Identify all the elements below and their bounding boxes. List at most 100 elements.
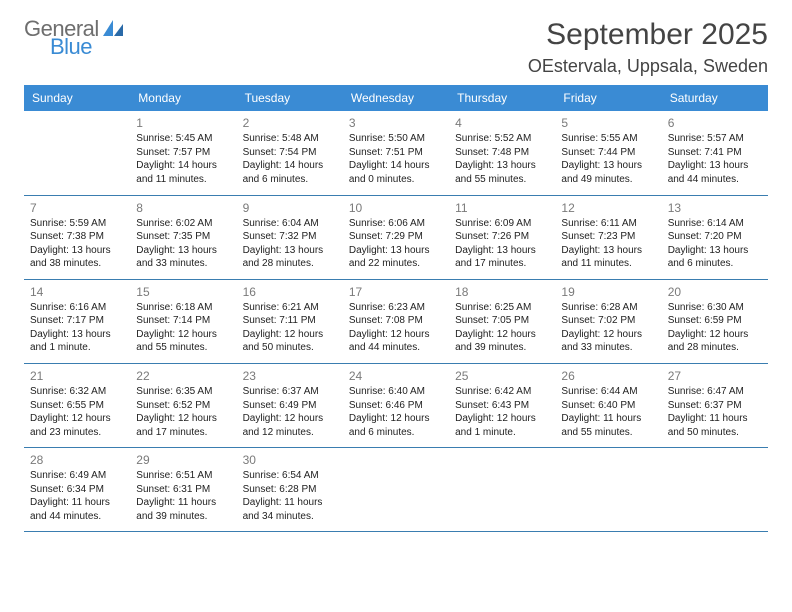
daylight-line: Daylight: 12 hours and 50 minutes. xyxy=(243,328,337,355)
daylight-line: Daylight: 12 hours and 33 minutes. xyxy=(561,328,655,355)
day-number: 8 xyxy=(136,200,230,216)
sunset-line: Sunset: 7:17 PM xyxy=(30,314,124,328)
sunset-line: Sunset: 6:59 PM xyxy=(668,314,762,328)
sunset-line: Sunset: 6:31 PM xyxy=(136,483,230,497)
calendar-empty-cell xyxy=(555,448,661,532)
month-title: September 2025 xyxy=(528,18,768,52)
calendar-week-row: 14Sunrise: 6:16 AMSunset: 7:17 PMDayligh… xyxy=(24,279,768,363)
sunrise-line: Sunrise: 6:49 AM xyxy=(30,469,124,483)
calendar-day-cell: 29Sunrise: 6:51 AMSunset: 6:31 PMDayligh… xyxy=(130,448,236,532)
day-number: 3 xyxy=(349,115,443,131)
dow-header: Friday xyxy=(555,85,661,111)
calendar-day-cell: 3Sunrise: 5:50 AMSunset: 7:51 PMDaylight… xyxy=(343,111,449,195)
daylight-line: Daylight: 12 hours and 12 minutes. xyxy=(243,412,337,439)
day-number: 6 xyxy=(668,115,762,131)
location-subtitle: OEstervala, Uppsala, Sweden xyxy=(528,56,768,77)
calendar-day-cell: 12Sunrise: 6:11 AMSunset: 7:23 PMDayligh… xyxy=(555,195,661,279)
sunset-line: Sunset: 6:46 PM xyxy=(349,399,443,413)
sunrise-line: Sunrise: 6:28 AM xyxy=(561,301,655,315)
daylight-line: Daylight: 12 hours and 39 minutes. xyxy=(455,328,549,355)
daylight-line: Daylight: 11 hours and 44 minutes. xyxy=(30,496,124,523)
day-number: 9 xyxy=(243,200,337,216)
day-number: 21 xyxy=(30,368,124,384)
sunrise-line: Sunrise: 5:48 AM xyxy=(243,132,337,146)
sunset-line: Sunset: 7:11 PM xyxy=(243,314,337,328)
sunset-line: Sunset: 6:55 PM xyxy=(30,399,124,413)
day-number: 29 xyxy=(136,452,230,468)
sunset-line: Sunset: 7:29 PM xyxy=(349,230,443,244)
calendar-empty-cell xyxy=(449,448,555,532)
calendar-week-row: 1Sunrise: 5:45 AMSunset: 7:57 PMDaylight… xyxy=(24,111,768,195)
calendar-day-cell: 6Sunrise: 5:57 AMSunset: 7:41 PMDaylight… xyxy=(662,111,768,195)
daylight-line: Daylight: 13 hours and 38 minutes. xyxy=(30,244,124,271)
calendar-header-row: SundayMondayTuesdayWednesdayThursdayFrid… xyxy=(24,85,768,111)
calendar-day-cell: 13Sunrise: 6:14 AMSunset: 7:20 PMDayligh… xyxy=(662,195,768,279)
daylight-line: Daylight: 12 hours and 28 minutes. xyxy=(668,328,762,355)
sunrise-line: Sunrise: 6:44 AM xyxy=(561,385,655,399)
calendar-day-cell: 11Sunrise: 6:09 AMSunset: 7:26 PMDayligh… xyxy=(449,195,555,279)
dow-header: Monday xyxy=(130,85,236,111)
sunset-line: Sunset: 7:14 PM xyxy=(136,314,230,328)
daylight-line: Daylight: 14 hours and 0 minutes. xyxy=(349,159,443,186)
sunrise-line: Sunrise: 6:54 AM xyxy=(243,469,337,483)
calendar-page: General Blue September 2025 OEstervala, … xyxy=(0,0,792,542)
calendar-day-cell: 1Sunrise: 5:45 AMSunset: 7:57 PMDaylight… xyxy=(130,111,236,195)
dow-header: Tuesday xyxy=(237,85,343,111)
daylight-line: Daylight: 13 hours and 1 minute. xyxy=(30,328,124,355)
sunset-line: Sunset: 7:57 PM xyxy=(136,146,230,160)
daylight-line: Daylight: 14 hours and 6 minutes. xyxy=(243,159,337,186)
day-number: 1 xyxy=(136,115,230,131)
calendar-day-cell: 4Sunrise: 5:52 AMSunset: 7:48 PMDaylight… xyxy=(449,111,555,195)
sunrise-line: Sunrise: 6:14 AM xyxy=(668,217,762,231)
sunset-line: Sunset: 7:05 PM xyxy=(455,314,549,328)
daylight-line: Daylight: 13 hours and 17 minutes. xyxy=(455,244,549,271)
calendar-day-cell: 14Sunrise: 6:16 AMSunset: 7:17 PMDayligh… xyxy=(24,279,130,363)
calendar-day-cell: 25Sunrise: 6:42 AMSunset: 6:43 PMDayligh… xyxy=(449,363,555,447)
calendar-day-cell: 10Sunrise: 6:06 AMSunset: 7:29 PMDayligh… xyxy=(343,195,449,279)
sunset-line: Sunset: 6:34 PM xyxy=(30,483,124,497)
logo-word-2: Blue xyxy=(50,36,123,58)
day-number: 4 xyxy=(455,115,549,131)
sunset-line: Sunset: 7:51 PM xyxy=(349,146,443,160)
calendar-day-cell: 28Sunrise: 6:49 AMSunset: 6:34 PMDayligh… xyxy=(24,448,130,532)
day-number: 17 xyxy=(349,284,443,300)
sunset-line: Sunset: 7:44 PM xyxy=(561,146,655,160)
daylight-line: Daylight: 13 hours and 6 minutes. xyxy=(668,244,762,271)
calendar-day-cell: 18Sunrise: 6:25 AMSunset: 7:05 PMDayligh… xyxy=(449,279,555,363)
calendar-day-cell: 2Sunrise: 5:48 AMSunset: 7:54 PMDaylight… xyxy=(237,111,343,195)
calendar-day-cell: 22Sunrise: 6:35 AMSunset: 6:52 PMDayligh… xyxy=(130,363,236,447)
dow-header: Sunday xyxy=(24,85,130,111)
sunset-line: Sunset: 7:54 PM xyxy=(243,146,337,160)
day-number: 20 xyxy=(668,284,762,300)
calendar-day-cell: 19Sunrise: 6:28 AMSunset: 7:02 PMDayligh… xyxy=(555,279,661,363)
sunset-line: Sunset: 7:08 PM xyxy=(349,314,443,328)
title-block: September 2025 OEstervala, Uppsala, Swed… xyxy=(528,18,768,77)
sunset-line: Sunset: 6:49 PM xyxy=(243,399,337,413)
day-number: 27 xyxy=(668,368,762,384)
sunrise-line: Sunrise: 6:25 AM xyxy=(455,301,549,315)
dow-header: Saturday xyxy=(662,85,768,111)
sunrise-line: Sunrise: 6:23 AM xyxy=(349,301,443,315)
sunrise-line: Sunrise: 6:06 AM xyxy=(349,217,443,231)
daylight-line: Daylight: 12 hours and 1 minute. xyxy=(455,412,549,439)
daylight-line: Daylight: 13 hours and 55 minutes. xyxy=(455,159,549,186)
dow-header: Thursday xyxy=(449,85,555,111)
sunrise-line: Sunrise: 6:47 AM xyxy=(668,385,762,399)
daylight-line: Daylight: 11 hours and 39 minutes. xyxy=(136,496,230,523)
daylight-line: Daylight: 13 hours and 11 minutes. xyxy=(561,244,655,271)
calendar-week-row: 28Sunrise: 6:49 AMSunset: 6:34 PMDayligh… xyxy=(24,448,768,532)
calendar-day-cell: 16Sunrise: 6:21 AMSunset: 7:11 PMDayligh… xyxy=(237,279,343,363)
header: General Blue September 2025 OEstervala, … xyxy=(24,18,768,77)
calendar-empty-cell xyxy=(24,111,130,195)
calendar-body: 1Sunrise: 5:45 AMSunset: 7:57 PMDaylight… xyxy=(24,111,768,532)
calendar-day-cell: 30Sunrise: 6:54 AMSunset: 6:28 PMDayligh… xyxy=(237,448,343,532)
calendar-week-row: 21Sunrise: 6:32 AMSunset: 6:55 PMDayligh… xyxy=(24,363,768,447)
day-number: 28 xyxy=(30,452,124,468)
daylight-line: Daylight: 13 hours and 28 minutes. xyxy=(243,244,337,271)
day-number: 12 xyxy=(561,200,655,216)
daylight-line: Daylight: 11 hours and 55 minutes. xyxy=(561,412,655,439)
day-number: 7 xyxy=(30,200,124,216)
day-number: 23 xyxy=(243,368,337,384)
sunset-line: Sunset: 7:23 PM xyxy=(561,230,655,244)
daylight-line: Daylight: 11 hours and 50 minutes. xyxy=(668,412,762,439)
